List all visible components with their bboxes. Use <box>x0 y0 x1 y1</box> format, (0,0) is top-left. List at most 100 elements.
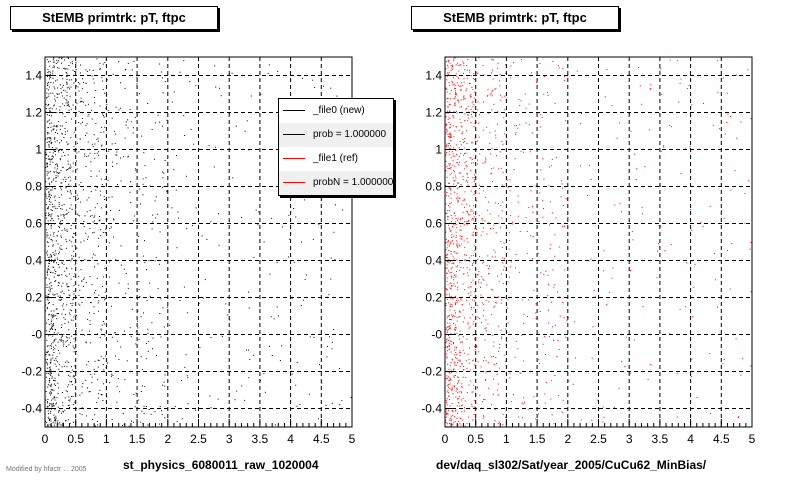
data-point <box>456 300 458 301</box>
data-point <box>462 223 464 225</box>
data-point <box>140 421 142 423</box>
data-point <box>183 60 185 62</box>
data-point <box>490 289 492 290</box>
data-point <box>508 248 510 250</box>
data-point <box>55 315 57 317</box>
data-point <box>116 151 118 153</box>
data-point <box>507 281 509 283</box>
data-point <box>48 212 49 214</box>
data-point <box>452 316 453 317</box>
data-point <box>66 91 68 93</box>
data-point <box>456 62 458 64</box>
data-point <box>65 169 67 171</box>
data-point <box>64 313 66 315</box>
data-point <box>454 155 456 157</box>
data-point <box>477 259 479 260</box>
data-point <box>90 302 91 303</box>
data-point <box>70 319 72 321</box>
data-point <box>456 227 458 229</box>
data-point <box>129 191 131 193</box>
data-point <box>125 121 127 123</box>
data-point <box>476 140 478 142</box>
x-tick-label: 5 <box>749 432 756 446</box>
data-point <box>509 372 511 374</box>
data-point <box>53 261 55 263</box>
data-point <box>447 384 449 385</box>
data-point <box>454 83 456 85</box>
data-point <box>106 95 108 97</box>
data-point <box>59 172 61 174</box>
data-point <box>60 338 62 340</box>
data-point <box>73 293 75 295</box>
data-point <box>564 120 566 122</box>
data-point <box>94 266 95 268</box>
data-point <box>162 177 164 179</box>
data-point <box>55 344 57 346</box>
data-point <box>721 210 723 212</box>
data-point <box>112 73 114 75</box>
data-point <box>461 363 463 365</box>
data-point <box>267 73 269 75</box>
data-point <box>94 215 96 217</box>
data-point <box>59 251 61 253</box>
data-point <box>458 222 460 224</box>
data-point <box>235 125 237 127</box>
data-point <box>556 291 558 293</box>
data-point <box>248 349 249 351</box>
data-point <box>47 245 49 247</box>
data-point <box>50 420 52 422</box>
data-point <box>137 399 139 401</box>
x-tick-label: 0 <box>442 432 449 446</box>
data-point <box>138 288 140 290</box>
data-point <box>457 398 459 400</box>
data-point <box>52 342 54 344</box>
data-point <box>101 145 103 147</box>
data-point <box>86 132 88 134</box>
data-point <box>61 236 62 238</box>
data-point <box>48 265 49 267</box>
data-point <box>52 349 54 351</box>
data-point <box>464 400 466 402</box>
data-point <box>469 326 471 328</box>
data-point <box>532 211 534 213</box>
data-point <box>60 245 62 247</box>
data-point <box>134 406 136 408</box>
data-point <box>450 379 452 381</box>
data-point <box>449 378 451 380</box>
data-point <box>472 100 474 102</box>
data-point <box>89 391 91 392</box>
data-point <box>460 144 462 146</box>
data-point <box>116 385 118 387</box>
data-point <box>454 421 456 423</box>
data-point <box>459 141 461 142</box>
data-point <box>591 419 593 421</box>
data-point <box>453 368 455 370</box>
data-point <box>130 202 132 204</box>
data-point <box>474 418 476 420</box>
data-point <box>164 385 166 387</box>
data-point <box>49 110 50 112</box>
data-point <box>449 379 451 381</box>
data-point <box>71 258 73 260</box>
data-point <box>449 325 451 326</box>
data-point <box>61 57 63 59</box>
data-point <box>486 371 488 373</box>
data-point <box>737 417 739 418</box>
data-point <box>469 205 471 207</box>
data-point <box>50 285 52 287</box>
data-point <box>52 398 54 400</box>
data-point <box>501 217 503 219</box>
data-point <box>57 420 59 422</box>
data-point <box>46 121 48 123</box>
data-point <box>56 59 58 61</box>
data-point <box>527 408 529 410</box>
data-point <box>445 123 447 125</box>
data-point <box>455 244 457 246</box>
data-point <box>49 214 51 215</box>
data-point <box>446 264 448 266</box>
data-point <box>502 282 504 284</box>
data-point <box>478 215 480 217</box>
data-point <box>482 190 484 192</box>
data-point <box>48 335 50 337</box>
data-point <box>124 379 126 381</box>
